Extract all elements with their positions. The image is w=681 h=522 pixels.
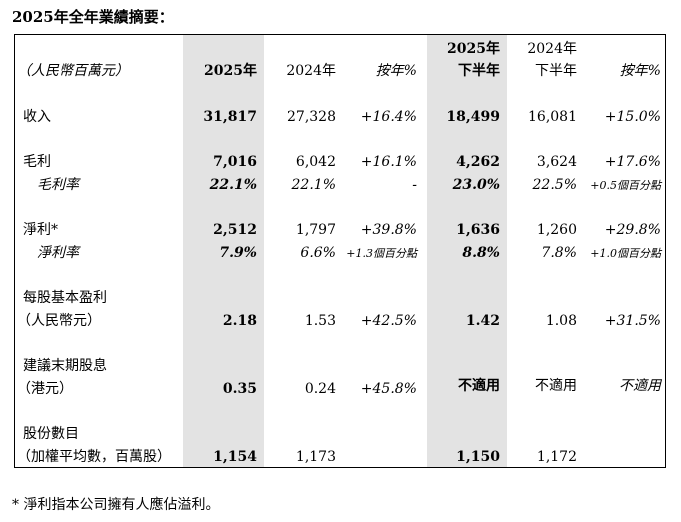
page-title: 2025年全年業績摘要： — [12, 8, 174, 26]
cell-net-profit-h2024: 1,260 — [536, 222, 577, 238]
shade-h2025 — [427, 35, 507, 467]
header-yoy: 按年% — [375, 63, 417, 79]
cell-eps-h2025: 1.42 — [465, 313, 500, 329]
cell-gross-margin-h-yoy: +0.5個百分點 — [590, 179, 661, 192]
row-label-eps-line1: 每股基本盈利 — [23, 290, 107, 306]
cell-net-margin-h2025: 8.8% — [462, 245, 500, 261]
cell-gross-profit-h-yoy: +17.6% — [604, 154, 661, 170]
row-label-revenue: 收入 — [23, 109, 51, 125]
row-label-shares-line1: 股份數目 — [23, 426, 79, 442]
cell-gross-margin-fy2025: 22.1% — [209, 177, 257, 193]
row-label-gross-profit: 毛利 — [23, 154, 51, 170]
cell-dividend-fy2024: 0.24 — [304, 381, 336, 397]
footnote: * 淨利指本公司擁有人應佔溢利。 — [12, 497, 220, 513]
row-label-dividend-line1: 建議末期股息 — [23, 358, 107, 374]
cell-net-margin-h-yoy: +1.0個百分點 — [590, 247, 661, 260]
row-label-shares-line2: （加權平均數，百萬股） — [17, 449, 171, 465]
cell-revenue-h2024: 16,081 — [528, 109, 577, 125]
header-fy2024: 2024年 — [286, 63, 336, 79]
cell-gross-profit-fy2025: 7,016 — [213, 154, 257, 170]
cell-net-profit-fy2025: 2,512 — [213, 222, 257, 238]
row-label-dividend-line2: （港元） — [17, 381, 73, 397]
cell-eps-yoy: +42.5% — [360, 313, 417, 329]
cell-net-margin-yoy: +1.3個百分點 — [346, 247, 417, 260]
unit-label: （人民幣百萬元） — [17, 63, 129, 79]
cell-gross-profit-h2025: 4,262 — [456, 154, 500, 170]
row-label-net-margin: 淨利率 — [37, 245, 79, 261]
row-label-eps-line2: （人民幣元） — [17, 313, 101, 329]
cell-gross-profit-yoy: +16.1% — [360, 154, 417, 170]
cell-eps-h2024: 1.08 — [545, 313, 577, 329]
cell-eps-fy2025: 2.18 — [222, 313, 257, 329]
cell-dividend-h2025: 不適用 — [458, 378, 500, 394]
header-h2024-line1: 2024年 — [527, 41, 577, 57]
cell-gross-profit-fy2024: 6,042 — [295, 154, 336, 170]
cell-net-profit-yoy: +39.8% — [360, 222, 417, 238]
header-h-yoy: 按年% — [619, 63, 661, 79]
cell-revenue-h2025: 18,499 — [446, 109, 500, 125]
header-h2025-line1: 2025年 — [447, 41, 500, 57]
cell-shares-h2025: 1,150 — [456, 449, 500, 465]
cell-net-profit-h-yoy: +29.8% — [604, 222, 661, 238]
cell-gross-margin-yoy: - — [412, 177, 417, 193]
header-fy2025: 2025年 — [204, 63, 257, 79]
header-h2024-line2: 下半年 — [535, 63, 577, 79]
cell-eps-fy2024: 1.53 — [304, 313, 336, 329]
cell-shares-fy2025: 1,154 — [213, 449, 257, 465]
cell-net-margin-h2024: 7.8% — [541, 245, 577, 261]
cell-net-profit-h2025: 1,636 — [456, 222, 500, 238]
cell-revenue-yoy: +16.4% — [360, 109, 417, 125]
cell-dividend-fy2025: 0.35 — [222, 381, 257, 397]
cell-dividend-h-yoy: 不適用 — [619, 378, 661, 394]
cell-eps-h-yoy: +31.5% — [604, 313, 661, 329]
cell-dividend-h2024: 不適用 — [535, 378, 577, 394]
cell-revenue-h-yoy: +15.0% — [604, 109, 661, 125]
cell-revenue-fy2025: 31,817 — [203, 109, 257, 125]
summary-table: （人民幣百萬元） 2025年 2024年 按年% 2025年 下半年 2024年… — [14, 34, 666, 468]
row-label-gross-margin: 毛利率 — [37, 177, 79, 193]
cell-shares-h2024: 1,172 — [536, 449, 577, 465]
cell-net-margin-fy2024: 6.6% — [300, 245, 336, 261]
cell-revenue-fy2024: 27,328 — [287, 109, 336, 125]
cell-gross-margin-h2025: 23.0% — [452, 177, 500, 193]
cell-dividend-yoy: +45.8% — [360, 381, 417, 397]
cell-shares-fy2024: 1,173 — [295, 449, 336, 465]
cell-gross-margin-h2024: 22.5% — [532, 177, 577, 193]
row-label-net-profit: 淨利* — [23, 222, 58, 238]
cell-net-profit-fy2024: 1,797 — [295, 222, 336, 238]
cell-gross-margin-fy2024: 22.1% — [291, 177, 336, 193]
cell-gross-profit-h2024: 3,624 — [536, 154, 577, 170]
cell-net-margin-fy2025: 7.9% — [219, 245, 257, 261]
header-h2025-line2: 下半年 — [458, 63, 500, 79]
shade-fy2025 — [183, 35, 264, 467]
